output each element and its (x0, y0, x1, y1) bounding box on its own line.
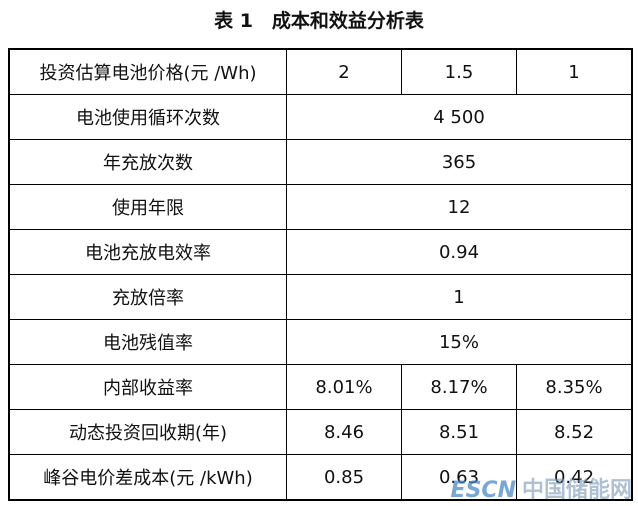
table-title: 表 1 成本和效益分析表 (214, 10, 424, 32)
row-label: 峰谷电价差成本(元 /kWh) (8, 454, 287, 501)
cell: 8.46 (286, 409, 402, 455)
cell: 12 (286, 184, 633, 230)
cell: 8.52 (516, 409, 633, 455)
row-label: 投资估算电池价格(元 /Wh) (8, 48, 287, 95)
table-row: 峰谷电价差成本(元 /kWh) 0.85 0.63 0.42 (8, 454, 633, 501)
cell: 1 (516, 48, 633, 95)
table-row: 电池充放电效率 0.94 (8, 229, 633, 275)
cell: 0.42 (516, 454, 633, 501)
watermark: ESCN 中国储能网 (451, 472, 632, 504)
watermark-brand: ESCN (450, 478, 516, 503)
row-label: 充放倍率 (8, 274, 287, 320)
row-label: 年充放次数 (8, 139, 287, 185)
table-row: 充放倍率 1 (8, 274, 633, 320)
row-label: 电池残值率 (8, 319, 287, 365)
table-row: 年充放次数 365 (8, 139, 633, 185)
cell: 8.17% (401, 364, 517, 410)
cell: 2 (286, 48, 402, 95)
row-label: 内部收益率 (8, 364, 287, 410)
cell: 365 (286, 139, 633, 185)
cell: 1.5 (401, 48, 517, 95)
table-row: 使用年限 12 (8, 184, 633, 230)
cell: 1 (286, 274, 633, 320)
table-row: 电池使用循环次数 4 500 (8, 94, 633, 140)
table-body: 投资估算电池价格(元 /Wh) 2 1.5 1 电池使用循环次数 4 500 年充放次数 36… (8, 48, 633, 501)
watermark-name: 中国储能网 (521, 478, 632, 503)
table-row: 投资估算电池价格(元 /Wh) 2 1.5 1 (8, 48, 633, 95)
cell: 0.85 (286, 454, 402, 501)
table-row: 动态投资回收期(年) 8.46 8.51 8.52 (8, 409, 633, 455)
row-label: 电池使用循环次数 (8, 94, 287, 140)
table-row: 电池残值率 15% (8, 319, 633, 365)
cell: 4 500 (286, 94, 633, 140)
cell: 0.94 (286, 229, 633, 275)
cell: 0.63 (401, 454, 517, 501)
cell: 8.51 (401, 409, 517, 455)
cell: 8.35% (516, 364, 633, 410)
cell: 8.01% (286, 364, 402, 410)
table-row: 内部收益率 8.01% 8.17% 8.35% (8, 364, 633, 410)
row-label: 电池充放电效率 (8, 229, 287, 275)
row-label: 动态投资回收期(年) (8, 409, 287, 455)
table: 投资估算电池价格(元 /Wh) 2 1.5 1 电池使用循环次数 4 500 年充放次数 36… (8, 48, 633, 501)
cell: 15% (286, 319, 633, 365)
row-label: 使用年限 (8, 184, 287, 230)
